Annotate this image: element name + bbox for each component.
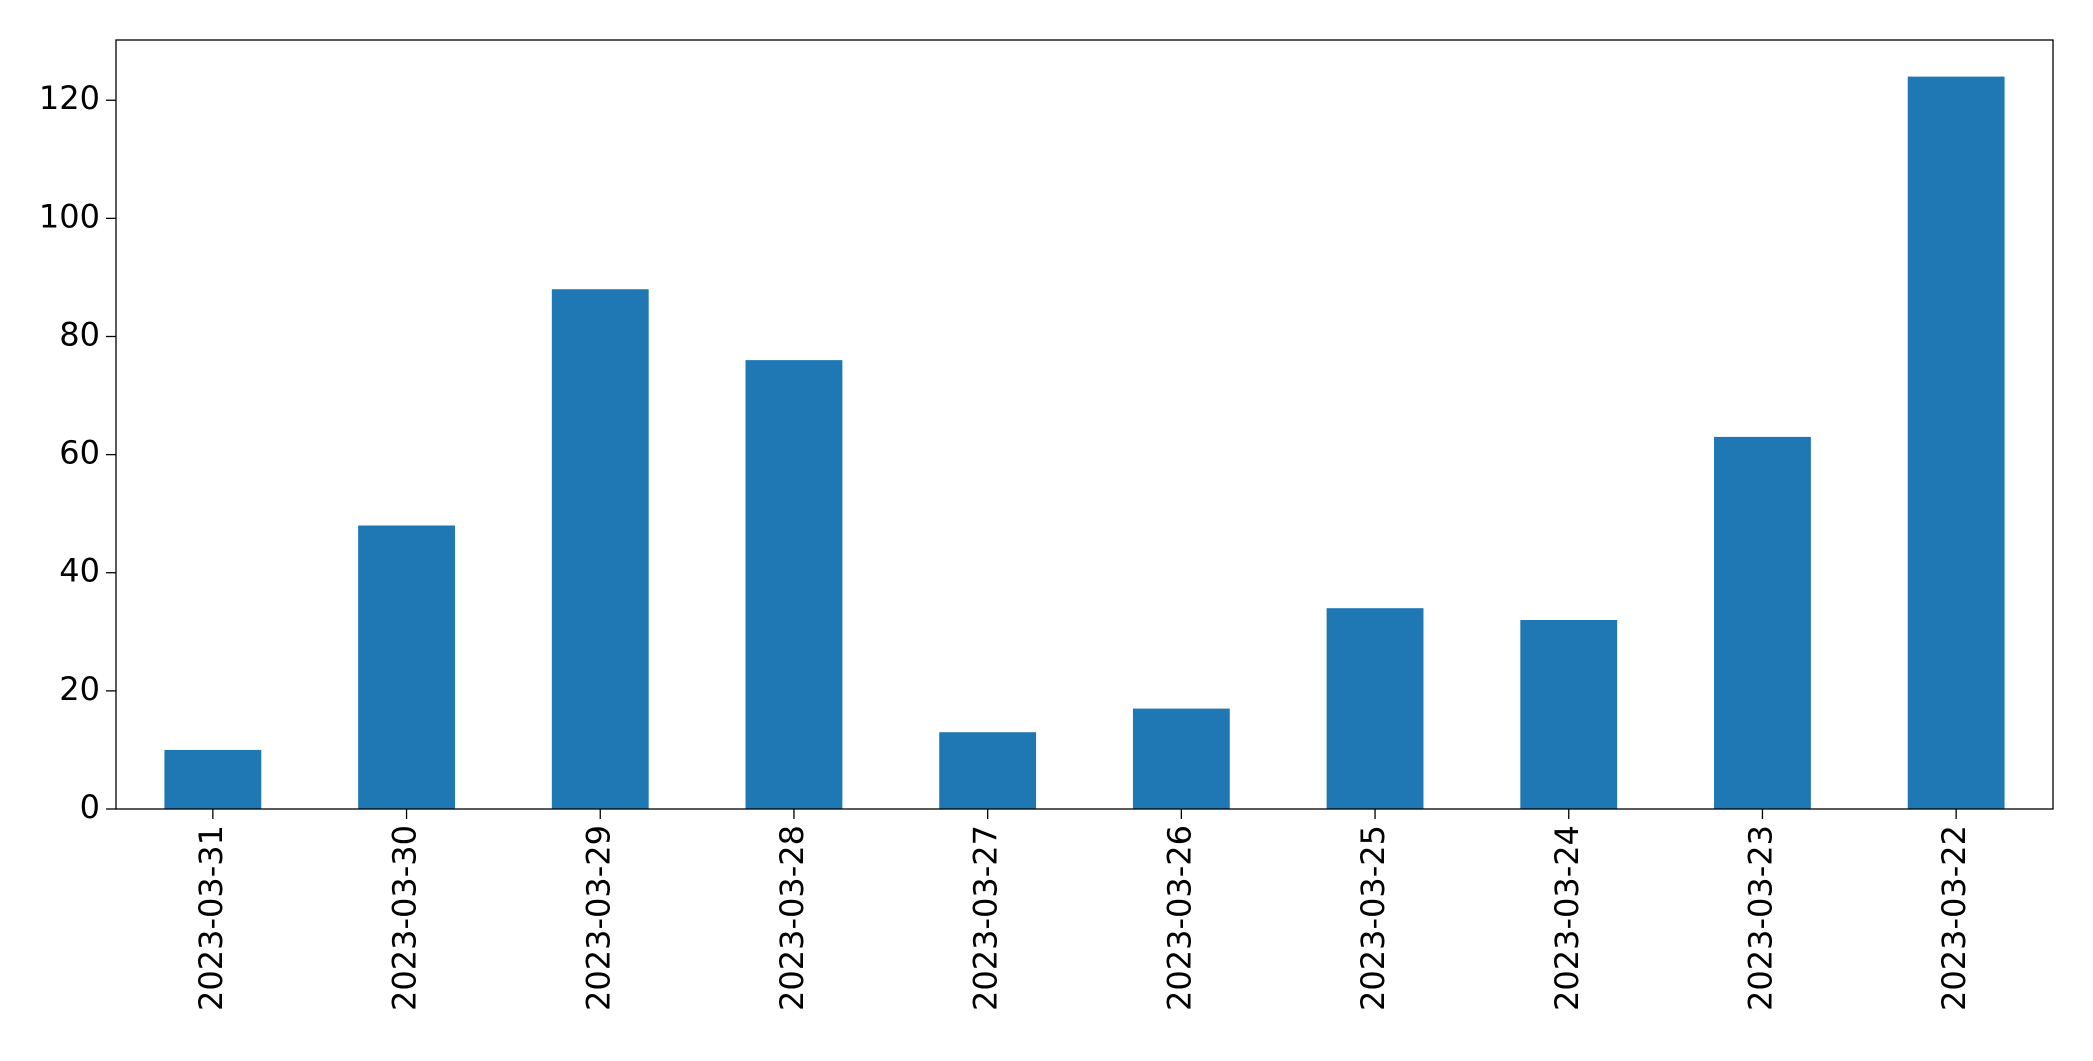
bar <box>1132 708 1230 809</box>
y-tick-label: 20 <box>59 670 100 708</box>
x-tick-label: 2023-03-22 <box>1935 825 1973 1011</box>
x-tick-label: 2023-03-26 <box>1160 825 1198 1011</box>
bar <box>358 525 455 809</box>
x-tick-label: 2023-03-23 <box>1741 825 1779 1011</box>
bar <box>939 732 1037 809</box>
y-tick-label: 80 <box>59 315 100 353</box>
bar <box>745 360 843 809</box>
y-tick-label: 0 <box>80 788 100 826</box>
bar <box>1326 608 1424 809</box>
x-tick-label: 2023-03-30 <box>386 825 424 1011</box>
x-tick-label: 2023-03-24 <box>1548 825 1586 1011</box>
bar <box>164 749 262 809</box>
y-tick-label: 40 <box>59 552 100 590</box>
y-tick-label: 120 <box>39 79 100 117</box>
x-tick-label: 2023-03-28 <box>773 825 811 1011</box>
bar <box>551 289 649 809</box>
plot-frame <box>115 39 2054 810</box>
x-tick-label: 2023-03-31 <box>192 825 230 1011</box>
bar <box>1907 76 2005 810</box>
x-tick-label: 2023-03-29 <box>579 825 617 1011</box>
bar <box>1520 619 1618 809</box>
x-tick-label: 2023-03-25 <box>1354 825 1392 1011</box>
y-tick-label: 100 <box>39 197 100 235</box>
y-tick-label: 60 <box>59 434 100 472</box>
bar <box>1714 436 1811 809</box>
x-tick-label: 2023-03-27 <box>967 825 1005 1011</box>
